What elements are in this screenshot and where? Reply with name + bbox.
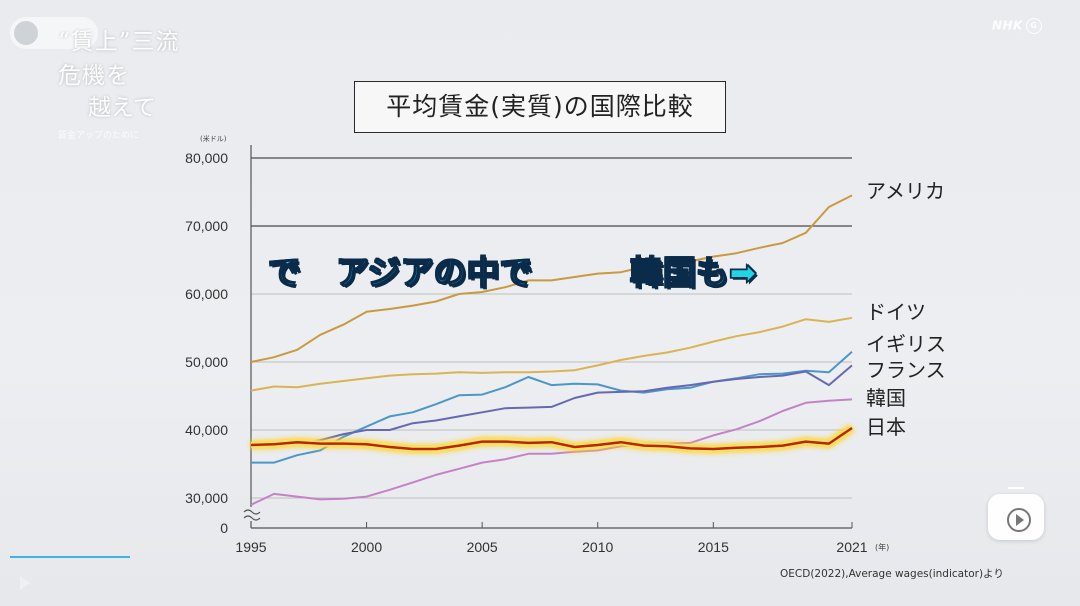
x-tick-label: 2010	[582, 539, 613, 555]
play-icon	[1007, 508, 1031, 532]
progress-bar[interactable]	[10, 556, 130, 558]
series-line-日本	[250, 426, 853, 451]
series-label: イギリス	[866, 332, 946, 356]
series-label: 日本	[866, 415, 906, 439]
series-label: 韓国	[866, 386, 906, 410]
program-subtitle: 賃金アップのために	[58, 131, 140, 141]
uploader-avatar-pill[interactable]	[10, 17, 98, 49]
series-label: フランス	[866, 358, 946, 382]
play-button[interactable]	[988, 487, 1044, 540]
series-line-アメリカ	[250, 194, 853, 363]
series-label: ドイツ	[866, 300, 926, 324]
y-tick-label: 30,000	[185, 490, 228, 506]
y-tick-label: 80,000	[185, 150, 228, 166]
y-tick-label: 70,000	[185, 218, 228, 234]
caption-word-korea: 韓国も➡	[629, 252, 757, 293]
x-tick-label: 2000	[351, 539, 382, 555]
series-label: アメリカ	[866, 179, 945, 203]
chart-title: 平均賃金(実質)の国際比較	[354, 81, 726, 133]
program-title-line2: 越えて	[88, 95, 156, 121]
channel-sub-icon: G	[1025, 18, 1042, 34]
y-unit-label: (米ドル)	[200, 134, 227, 143]
y-tick-label-zero: 0	[220, 520, 228, 536]
series-lines	[250, 194, 855, 506]
series-line-韓国	[250, 398, 853, 506]
x-tick-label: 2021	[836, 539, 867, 555]
y-tick-label: 60,000	[185, 286, 228, 302]
x-tick-label: 2015	[698, 539, 729, 555]
x-tick-label: 1995	[235, 539, 266, 555]
caption-word-de: で	[267, 252, 302, 293]
tick-labels: 80,000 70,000 60,000 50,000 40,000 30,000 0 (米ド…	[185, 134, 946, 555]
player-controls	[10, 572, 1070, 596]
program-logo: “賃上”三流危機を 越えて 賃金アップのために	[58, 22, 198, 141]
play-small-icon[interactable]	[20, 576, 30, 590]
tv-antenna-icon	[1008, 487, 1024, 499]
channel-logo: NHK G	[992, 18, 1042, 34]
y-tick-label: 40,000	[185, 422, 228, 438]
x-tick-label: 2005	[467, 539, 498, 555]
program-title-line1: “賃上”三流危機を	[58, 29, 180, 89]
y-tick-label: 50,000	[185, 354, 228, 370]
x-unit-label: (年)	[875, 542, 889, 552]
series-line-ドイツ	[250, 316, 853, 392]
series-line-フランス	[250, 364, 853, 448]
avatar[interactable]	[14, 21, 38, 45]
axes	[243, 145, 853, 529]
caption-word-asia: アジアの中で	[335, 252, 533, 293]
axis-break-mark	[243, 509, 261, 521]
grid-lines	[251, 157, 852, 499]
source-note: OECD(2022),Average wages(indicator)より	[780, 568, 1004, 580]
